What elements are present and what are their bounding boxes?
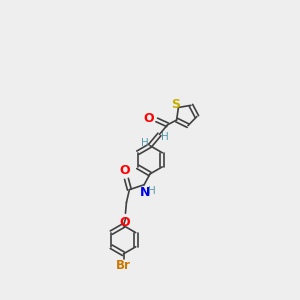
Text: H: H <box>148 186 155 196</box>
Text: O: O <box>120 164 130 177</box>
Text: H: H <box>141 138 148 148</box>
Text: O: O <box>143 112 154 125</box>
Text: Br: Br <box>116 259 131 272</box>
Text: O: O <box>119 216 130 229</box>
Text: H: H <box>161 132 169 142</box>
Text: S: S <box>171 98 180 111</box>
Text: N: N <box>140 186 150 199</box>
